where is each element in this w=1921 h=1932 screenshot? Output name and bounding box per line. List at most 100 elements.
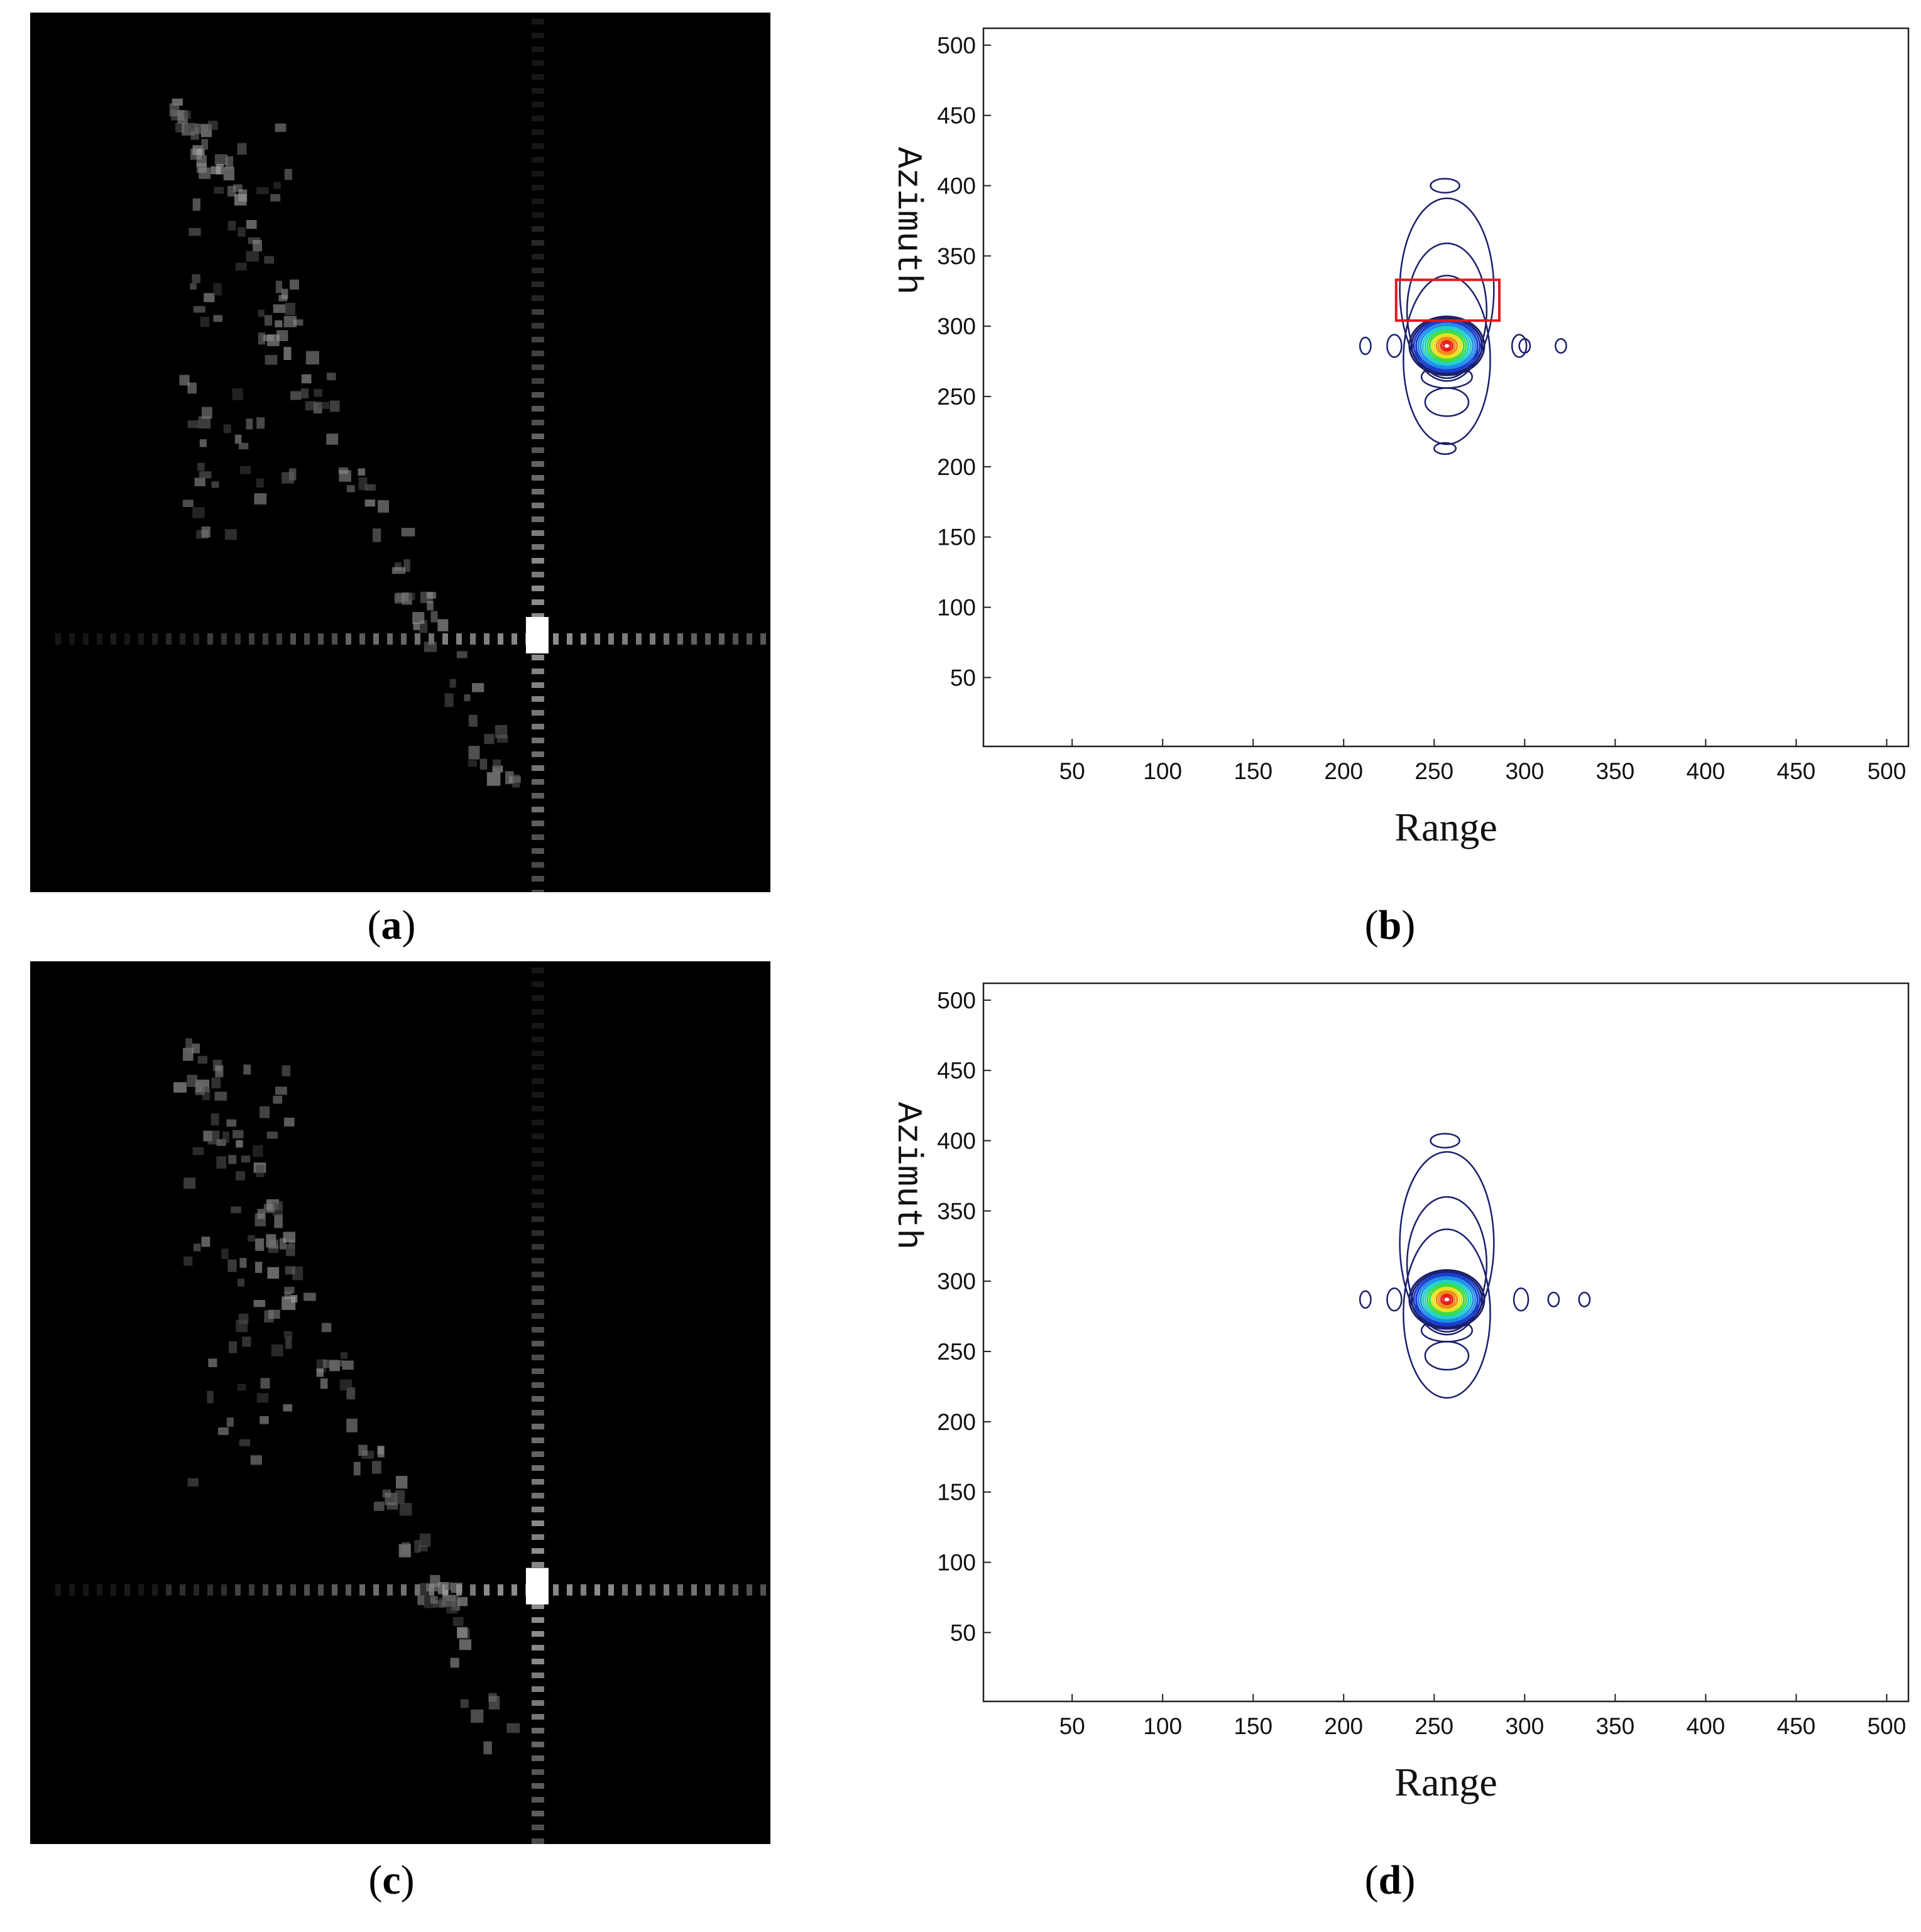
peak-contour-line [1433,1288,1460,1311]
peak-contour-line [1421,326,1472,366]
peak-contours [1408,315,1486,376]
peak-contour-line [1435,1290,1459,1309]
sidelobe-contour [1518,338,1531,354]
highlight-box [1394,278,1501,322]
y-tick-label: 500 [937,988,976,1013]
peak-contour-line [1408,1269,1486,1330]
y-tick-label: 250 [937,1339,976,1365]
sidelobe-contour [1547,1291,1560,1307]
contour-line [1399,197,1495,382]
peak-contour-line [1440,1294,1454,1306]
caption-letter-d: d [1378,1857,1402,1903]
y-tick-label: 150 [937,525,976,550]
peak-contour-line [1420,324,1474,368]
y-tick-label: 200 [937,454,976,480]
peak-contour-line [1413,1272,1481,1326]
sidelobe-contour [1359,336,1372,356]
sidelobe-contour [1578,1291,1591,1307]
caption-letter-a: a [381,902,402,948]
x-tick-label: 300 [1505,1713,1544,1739]
y-tick-label: 100 [937,1550,976,1576]
peak-center [1443,1296,1451,1303]
peak-contour-line [1415,1274,1479,1325]
x-tick-label: 100 [1143,1713,1182,1739]
peak-contour-line [1426,329,1467,363]
y-tick-label: 100 [937,595,976,621]
x-tick-label: 450 [1777,758,1816,784]
sidelobe-contour [1555,338,1567,354]
y-tick-label: 300 [937,314,976,339]
x-tick-label: 150 [1234,758,1272,784]
sidelobe-contour [1386,1287,1403,1312]
peak-contour-line [1424,327,1470,364]
peak-contour-line [1440,340,1454,352]
sidelobe-contour [1433,442,1457,455]
x-tick-label: 200 [1324,758,1363,784]
contour-line [1403,275,1491,445]
contour-line [1399,1151,1495,1336]
x-tick-label: 50 [1059,758,1085,784]
y-tick-label: 250 [937,384,976,410]
peak-contour-line [1426,1283,1467,1316]
x-tick-label: 500 [1868,1713,1907,1739]
y-tick-label: 400 [937,173,976,199]
caption-letter-b: b [1378,902,1402,948]
sar-speckle [30,961,770,1844]
peak-contour-line [1410,1270,1483,1328]
contour-lobes [1399,1151,1495,1399]
peak-contour-line [1417,322,1477,369]
x-tick-label: 150 [1234,1713,1272,1739]
x-tick-label: 400 [1687,758,1726,784]
sar-image-a [30,13,770,892]
y-tick-label: 300 [937,1269,976,1294]
peak-contour-line [1431,1287,1463,1313]
x-tick-label: 100 [1143,758,1182,784]
x-tick-label: 350 [1595,1713,1634,1739]
sidelobe-contour [1430,1133,1460,1149]
contour-line [1406,242,1488,379]
y-tick-label: 50 [950,1620,976,1645]
contour-line [1403,1228,1491,1399]
y-tick-label: 350 [937,1198,976,1224]
y-axis-label: Azimuth [888,1102,928,1250]
peak-contour-line [1421,1279,1472,1319]
sidelobe-contour [1359,1290,1372,1309]
caption-d: (d) [1364,1857,1416,1903]
x-tick-label: 200 [1324,1713,1363,1739]
y-tick-label: 200 [937,1409,976,1435]
panel-d: 50 100 150 200 250 300 350 400 450 500 50 100 150 200… [823,968,1921,1835]
caption-b: (b) [1364,902,1416,948]
peak-contour-line [1417,1276,1477,1323]
contour-line [1406,1196,1488,1333]
x-tick-label: 300 [1505,758,1544,784]
caption-c: (c) [368,1857,415,1903]
peak-contour-line [1433,335,1460,357]
x-tick-label: 50 [1059,1713,1085,1739]
x-tick-label: 400 [1687,1713,1726,1739]
contour-lobes [1399,197,1495,445]
peak-contours [1408,1269,1486,1330]
peak-contour-line [1428,331,1465,361]
y-tick-label: 500 [937,33,976,58]
peak-contour-line [1424,1281,1470,1318]
peak-contour-line [1420,1278,1474,1321]
sar-speckle [30,13,770,892]
peak-contour-line [1428,1285,1465,1314]
y-tick-label: 50 [950,665,976,690]
sar-image-c [30,961,770,1844]
peak-contour-line [1438,1292,1456,1307]
panel-b: 50 100 150 200 250 300 350 400 450 500 50 100 150 200… [823,13,1921,880]
contour-plot-svg: 50 100 150 200 250 300 350 400 450 500 50 100 150 200… [888,27,1910,849]
y-tick-label: 350 [937,243,976,269]
x-tick-label: 500 [1868,758,1907,784]
peak-contour-line [1435,336,1459,356]
peak-center [1443,342,1451,349]
peak-contour-line [1410,317,1483,374]
x-tick-label: 350 [1595,758,1634,784]
x-axis-label: Range [1394,805,1497,849]
y-tick-label: 150 [937,1480,976,1505]
y-axis-label: Azimuth [888,147,928,295]
x-axis-label: Range [1394,1760,1497,1804]
sidelobe-contour [1511,334,1528,358]
x-tick-label: 450 [1777,1713,1816,1739]
